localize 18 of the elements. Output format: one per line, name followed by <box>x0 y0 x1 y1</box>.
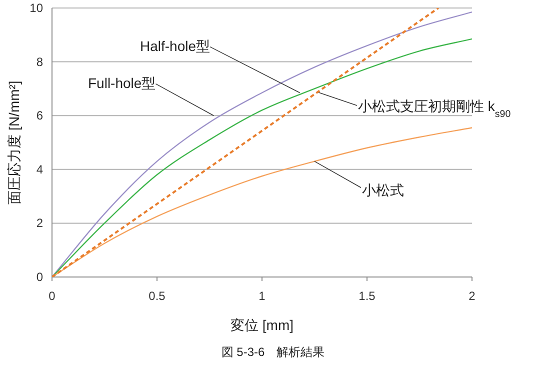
annotation: 小松式 <box>362 182 404 198</box>
x-tick-label: 2 <box>468 289 476 303</box>
annotation: Half-hole型 <box>140 38 210 54</box>
x-axis-title: 変位 [mm] <box>230 317 294 333</box>
y-tick-label: 4 <box>36 162 44 176</box>
x-tick-label: 0.5 <box>148 289 166 303</box>
y-tick-label: 2 <box>36 216 44 230</box>
annotation: 小松式支圧初期剛性 k$_{s90}$ <box>358 98 512 120</box>
x-tick-label: 1 <box>258 289 266 303</box>
annotation: Full-hole型 <box>88 75 156 91</box>
x-tick-label: 0 <box>48 289 56 303</box>
caption: 図 5-3-6 解析結果 <box>221 345 325 359</box>
x-tick-label: 1.5 <box>358 289 376 303</box>
y-tick-label: 10 <box>30 1 44 15</box>
y-tick-label: 8 <box>36 54 44 69</box>
y-tick-label: 6 <box>36 108 44 123</box>
y-axis-title: 面圧応力度 [N/mm²] <box>6 80 22 204</box>
y-tick-label: 0 <box>36 270 44 284</box>
